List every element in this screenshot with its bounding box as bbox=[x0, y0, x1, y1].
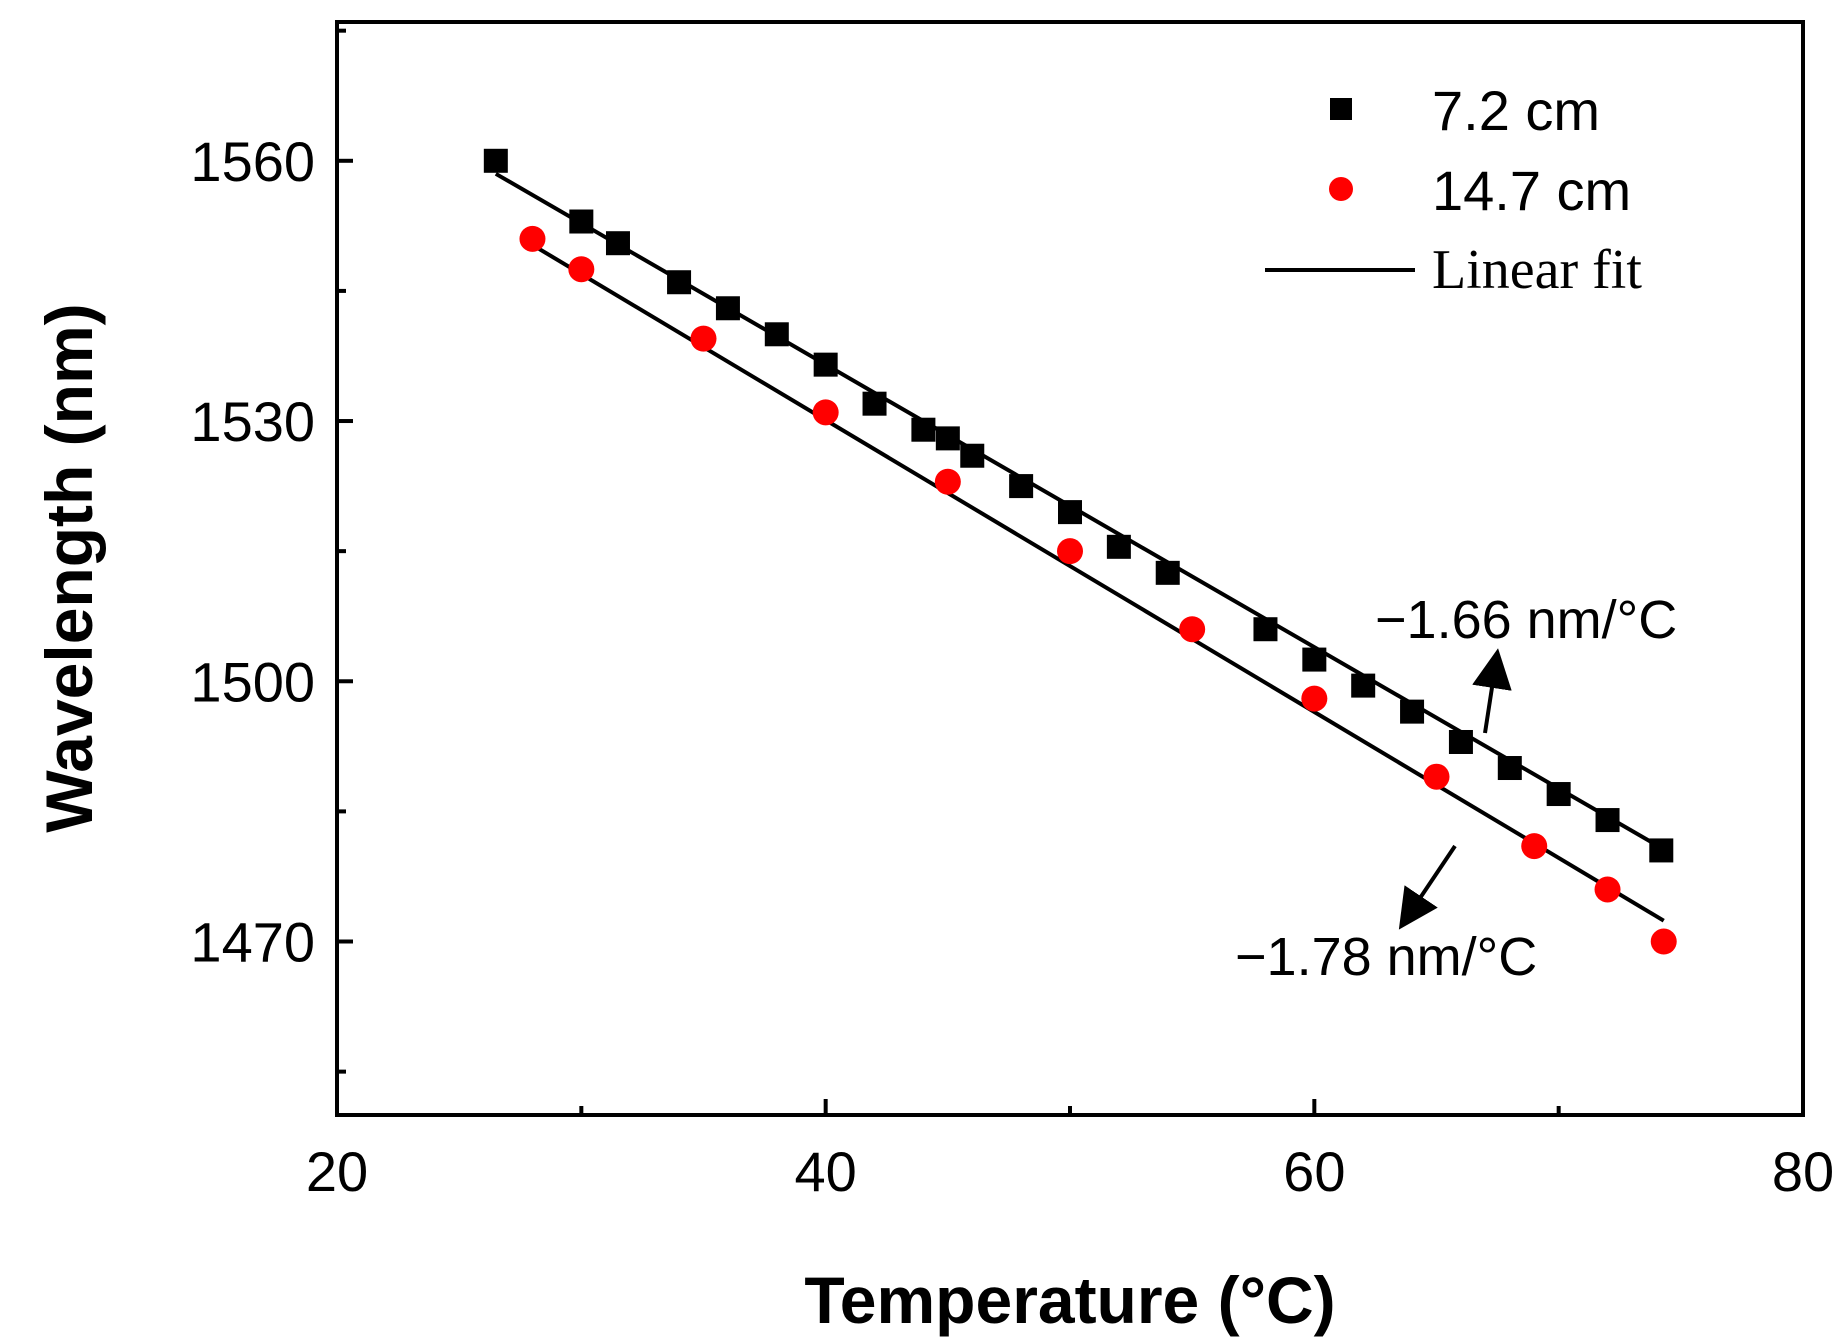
series-7-2cm-point bbox=[569, 209, 594, 234]
series-14-7cm-point bbox=[1650, 928, 1677, 955]
x-tick-label: 60 bbox=[1283, 1140, 1345, 1203]
series-14-7cm-point bbox=[568, 256, 595, 283]
y-tick-label: 1470 bbox=[190, 911, 315, 974]
series-7-2cm-point bbox=[715, 296, 740, 321]
y-tick-label: 1530 bbox=[190, 390, 315, 453]
series-7-2cm-point bbox=[1546, 782, 1571, 807]
series-7-2cm-point bbox=[1302, 647, 1327, 672]
y-axis-title: Wavelength (nm) bbox=[32, 303, 106, 832]
legend-marker-square bbox=[1330, 98, 1352, 120]
series-7-2cm-point bbox=[935, 426, 960, 451]
x-tick-label: 20 bbox=[306, 1140, 368, 1203]
series-7-2cm-point bbox=[1448, 729, 1473, 754]
series-7-2cm-point bbox=[813, 352, 838, 377]
axis-tick-labels: 20 40 60 80 1470 1500 1530 1560 bbox=[190, 130, 1834, 1203]
y-tick-label: 1500 bbox=[190, 650, 315, 713]
series-7-2cm-point bbox=[1155, 560, 1180, 585]
series-14-7cm-point bbox=[812, 399, 839, 426]
series-14-7cm-point bbox=[1057, 538, 1083, 565]
series-7-2cm-point bbox=[764, 322, 789, 347]
series-14-7cm-point bbox=[934, 468, 961, 495]
series-14-7cm-point bbox=[1301, 685, 1328, 712]
series-14-7cm-point bbox=[519, 225, 546, 252]
y-tick-label: 1560 bbox=[190, 130, 315, 193]
legend-label-linear-fit: Linear fit bbox=[1432, 239, 1642, 301]
x-tick-label: 40 bbox=[795, 1140, 857, 1203]
legend-label-7-2cm: 7.2 cm bbox=[1432, 79, 1600, 142]
series-7-2cm-point bbox=[605, 231, 630, 256]
series-14-7cm-point bbox=[1521, 833, 1548, 860]
x-axis-title: Temperature (°C) bbox=[804, 1263, 1335, 1337]
legend-marker-circle bbox=[1329, 177, 1353, 201]
x-tick-label: 80 bbox=[1772, 1140, 1834, 1203]
axis-ticks bbox=[335, 28, 1805, 1115]
slope-arrow-7-2cm bbox=[1472, 648, 1512, 734]
series-7-2cm-point bbox=[483, 148, 508, 173]
series-7-2cm-point bbox=[911, 417, 936, 442]
series-7-2cm-point bbox=[960, 443, 985, 468]
legend-label-14-7cm: 14.7 cm bbox=[1432, 159, 1631, 222]
series-7-2cm-point bbox=[862, 391, 887, 416]
series-14-7cm-point bbox=[690, 325, 717, 352]
slope-annotation-14-7cm: −1.78 nm/°C bbox=[1235, 927, 1537, 987]
linear-fit-line bbox=[531, 243, 1665, 923]
series-7-2cm-point bbox=[1058, 500, 1082, 525]
series-7-2cm-point bbox=[1106, 534, 1131, 559]
series-7-2cm-point bbox=[1253, 617, 1278, 642]
slope-arrow-14-7cm bbox=[1398, 844, 1457, 930]
legend: 7.2 cm 14.7 cm Linear fit bbox=[1265, 79, 1642, 301]
series-7-2cm-point bbox=[1649, 838, 1674, 863]
series-7-2cm-point bbox=[1009, 474, 1034, 499]
series-7-2cm-point bbox=[667, 270, 692, 295]
series-7-2cm-point bbox=[1351, 673, 1376, 698]
series-7-2cm-point bbox=[1595, 808, 1620, 833]
series-7-2cm-point bbox=[1400, 699, 1425, 724]
series-14-7cm-point bbox=[1423, 763, 1450, 790]
series-14-7cm-point bbox=[1594, 876, 1621, 903]
slope-annotation-7-2cm: −1.66 nm/°C bbox=[1375, 590, 1677, 650]
series-14-7cm-point bbox=[1179, 616, 1206, 643]
series-7-2cm-point bbox=[1497, 756, 1522, 781]
data-points bbox=[483, 148, 1677, 955]
